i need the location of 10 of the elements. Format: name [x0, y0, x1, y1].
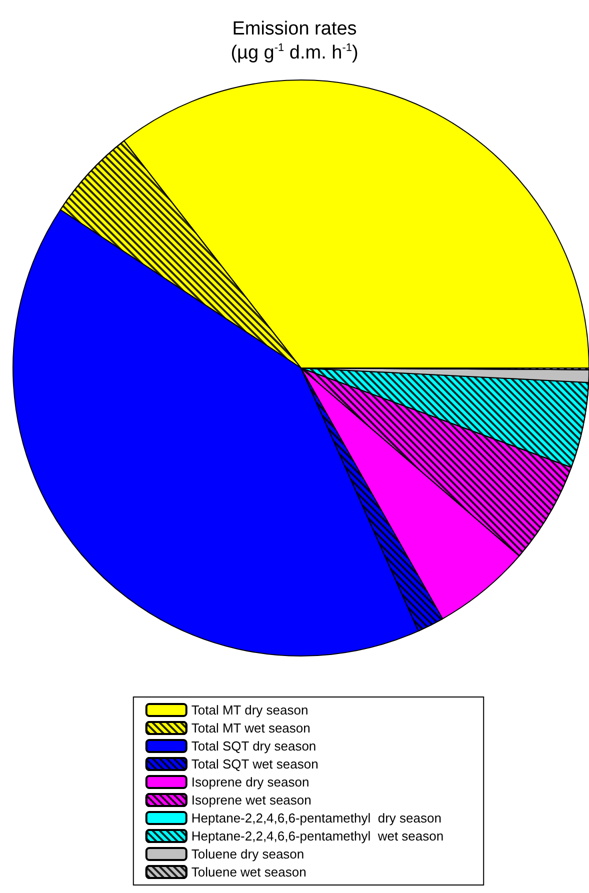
legend-label: Toluene wet season	[191, 864, 306, 880]
legend-label: Isoprene wet season	[191, 792, 312, 808]
legend-label: Heptane-2,2,4,6,6-pentamethyl dry season	[191, 810, 442, 826]
legend-label: Total SQT wet season	[191, 756, 318, 772]
legend-label: Isoprene dry season	[191, 774, 310, 790]
legend-label: Total MT dry season	[191, 702, 308, 718]
legend-label: Total MT wet season	[191, 720, 310, 736]
legend-label: Heptane-2,2,4,6,6-pentamethyl wet season	[191, 828, 444, 844]
legend-label: Total SQT dry season	[191, 738, 316, 754]
legend-label: Toluene dry season	[191, 846, 304, 862]
